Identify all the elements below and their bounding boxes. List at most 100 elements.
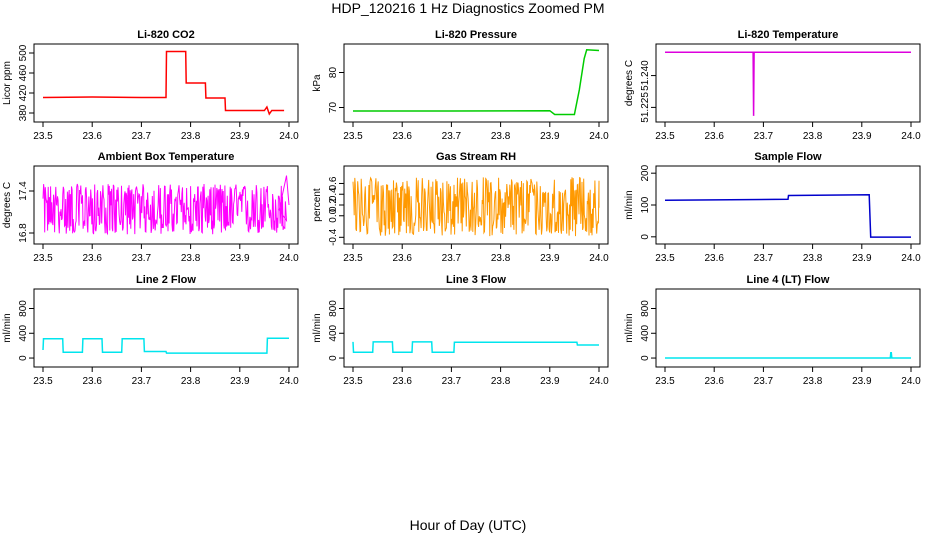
y-tick-label: 51.225 [640,92,651,123]
x-tick-label: 23.6 [82,131,102,142]
x-tick-label: 23.6 [392,131,412,142]
x-tick-label: 23.9 [230,253,250,264]
x-tick-label: 23.7 [754,131,774,142]
x-tick-label: 23.8 [803,376,823,387]
panel-title: Gas Stream RH [436,151,516,163]
y-axis-label: degrees C [2,182,13,228]
x-tick-label: 23.6 [704,376,724,387]
panel-li-820-pressure: Li-820 Pressure 23.5 23.6 23.7 23.8 23.9 24.0 7… [312,29,609,142]
panel-title: Li-820 Pressure [435,29,517,41]
x-tick-label: 23.6 [704,253,724,264]
y-tick-label: 200 [640,164,651,181]
x-tick-label: 23.7 [442,253,462,264]
x-tick-label: 23.8 [491,253,511,264]
y-tick-label: -0.4 [328,228,339,246]
x-tick-label: 23.5 [33,253,53,264]
series-line [352,176,600,237]
series-line [665,352,911,359]
x-tick-label: 24.0 [279,131,299,142]
x-tick-label: 23.8 [803,131,823,142]
y-axis-label: percent [312,188,323,222]
panel-gas-stream-rh: Gas Stream RH 23.5 23.6 23.7 23.8 23.9 24.0 -0.… [312,151,609,264]
series-line [42,175,290,236]
x-tick-label: 23.7 [132,131,152,142]
figure-title: HDP_120216 1 Hz Diagnostics Zoomed PM [331,0,605,16]
y-tick-label: 500 [18,44,29,61]
series-line [352,341,599,353]
x-tick-label: 23.7 [132,376,152,387]
x-tick-label: 24.0 [279,253,299,264]
panel-line-3-flow: Line 3 Flow 23.5 23.6 23.7 23.8 23.9 24.0 0 400 8… [312,274,609,387]
plot-frame [33,288,299,368]
x-tick-label: 23.6 [82,376,102,387]
y-tick-label: 400 [640,324,651,341]
x-tick-label: 24.0 [901,253,921,264]
y-axis-label: ml/min [2,313,13,342]
plot-frame [655,43,921,123]
x-tick-label: 23.5 [655,131,675,142]
x-tick-label: 23.9 [852,376,872,387]
y-tick-label: 0 [18,355,29,361]
y-tick-label: 0 [640,234,651,240]
x-tick-label: 24.0 [589,131,609,142]
x-tick-label: 23.8 [181,131,201,142]
x-tick-label: 23.8 [803,253,823,264]
y-tick-label: 400 [328,324,339,341]
series-line [665,51,911,116]
panel-title: Line 4 (LT) Flow [747,274,830,286]
y-axis-label: ml/min [312,313,323,342]
y-axis-label: ml/min [624,190,635,219]
x-tick-label: 23.5 [343,253,363,264]
panel-title: Li-820 Temperature [738,29,839,41]
y-axis-label: kPa [312,74,323,92]
y-tick-label: 0.4 [328,187,339,201]
x-tick-label: 24.0 [901,376,921,387]
panel-sample-flow: Sample Flow 23.5 23.6 23.7 23.8 23.9 24.0 0 100 2… [624,151,921,264]
y-tick-label: 420 [18,84,29,101]
panel-line-2-flow: Line 2 Flow 23.5 23.6 23.7 23.8 23.9 24.0 0 400 8… [2,274,299,387]
x-tick-label: 23.8 [181,253,201,264]
x-axis-label: Hour of Day (UTC) [409,517,527,533]
y-tick-label: 0 [328,355,339,361]
x-tick-label: 23.9 [540,376,560,387]
series-line [353,49,600,116]
x-tick-label: 24.0 [589,253,609,264]
y-tick-label: 800 [640,300,651,317]
y-tick-label: 51.240 [640,60,651,91]
plot-frame [655,288,921,368]
y-tick-label: 0.2 [328,198,339,212]
y-axis-label: ml/min [624,313,635,342]
x-tick-label: 23.7 [442,131,462,142]
y-tick-label: 80 [328,67,339,79]
x-tick-label: 24.0 [901,131,921,142]
plot-frame [343,43,609,123]
x-tick-label: 23.5 [655,253,675,264]
x-tick-label: 23.5 [33,131,53,142]
series-line [42,337,289,354]
y-axis-label: Licor ppm [2,61,13,105]
y-tick-label: 380 [18,104,29,121]
panel-ambient-box-temperature: Ambient Box Temperature 23.5 23.6 23.7 23.8 2… [2,151,299,264]
x-tick-label: 23.5 [655,376,675,387]
x-tick-label: 23.9 [230,376,250,387]
x-tick-label: 23.8 [181,376,201,387]
y-tick-label: 0 [640,355,651,361]
panel-title: Sample Flow [754,151,822,163]
y-tick-label: 16.8 [18,223,29,243]
x-tick-label: 24.0 [589,376,609,387]
y-tick-label: 460 [18,64,29,81]
y-tick-label: 0.6 [328,176,339,190]
y-tick-label: 400 [18,324,29,341]
y-tick-label: 800 [18,300,29,317]
series-line [664,194,911,238]
panel-li-820-temperature: Li-820 Temperature 23.5 23.6 23.7 23.8 23.9 24… [624,29,921,142]
x-tick-label: 23.7 [754,253,774,264]
panel-line-4-lt-flow: Line 4 (LT) Flow 23.5 23.6 23.7 23.8 23.9 24.0… [624,274,921,387]
x-tick-label: 23.7 [754,376,774,387]
panel-li-820-co2: Li-820 CO2 23.5 23.6 23.7 23.8 23.9 24.0 380 420… [2,29,299,142]
x-tick-label: 23.9 [540,131,560,142]
x-tick-label: 23.5 [343,131,363,142]
plot-frame [343,288,609,368]
y-axis-label: degrees C [624,60,635,106]
